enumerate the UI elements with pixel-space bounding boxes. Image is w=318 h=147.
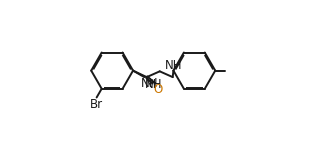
Text: O: O <box>154 83 163 96</box>
Text: NH: NH <box>141 77 159 90</box>
Text: NH: NH <box>165 59 182 72</box>
Text: Br: Br <box>90 98 103 111</box>
Text: NH: NH <box>145 78 162 91</box>
